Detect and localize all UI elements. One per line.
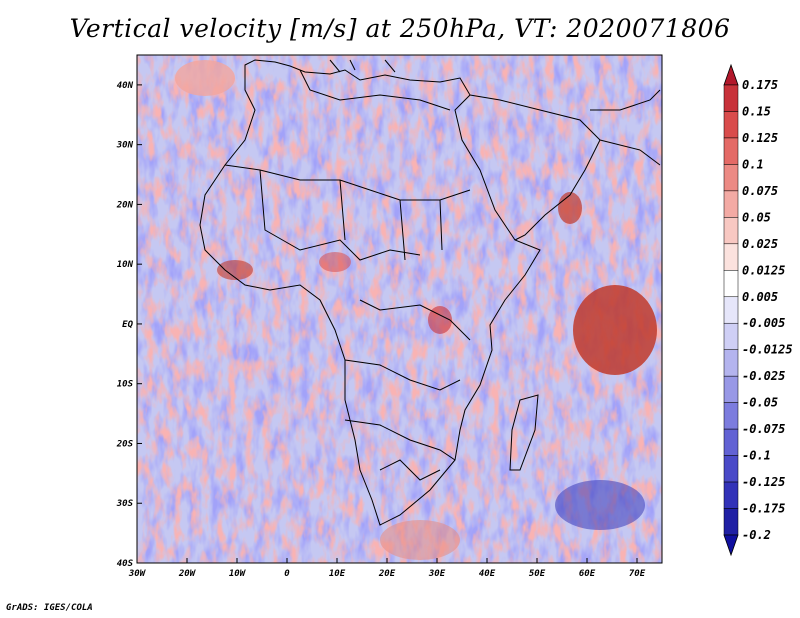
colorbar-label: -0.125 xyxy=(742,475,785,489)
colorbar-label: 0.125 xyxy=(742,131,778,145)
colorbar-label: -0.175 xyxy=(742,502,785,516)
colorbar-label: -0.075 xyxy=(742,422,785,436)
lon-tick-label: 10W xyxy=(229,569,247,579)
colorbar-swatch xyxy=(723,84,739,112)
colorbar-swatch xyxy=(723,375,739,403)
colorbar-label: 0.0125 xyxy=(742,263,785,277)
colorbar-label: -0.005 xyxy=(742,316,785,330)
colorbar-label: -0.1 xyxy=(742,449,771,463)
colorbar-swatch xyxy=(723,402,739,430)
lon-tick-label: 0 xyxy=(284,569,290,579)
colorbar-swatch xyxy=(723,111,739,139)
map-frame xyxy=(136,54,663,564)
colorbar-label: 0.1 xyxy=(742,157,764,171)
lon-tick-label: 20E xyxy=(378,569,396,579)
lon-tick-label: 20W xyxy=(178,569,197,579)
colorbar-swatch xyxy=(723,428,739,456)
lat-axis: 40N 30N 20N 10N EQ 10S 20S 30S 40S xyxy=(116,81,142,569)
lat-tick-label: 40N xyxy=(117,81,134,91)
chart-title: Vertical velocity [m/s] at 250hPa, VT: 2… xyxy=(69,14,731,43)
colorbar-label: 0.005 xyxy=(742,290,778,304)
colorbar-label: -0.05 xyxy=(742,396,778,410)
colorbar-swatch xyxy=(723,481,739,509)
coastlines xyxy=(199,59,661,526)
lon-tick-label: 60E xyxy=(579,569,596,579)
colorbar-swatch xyxy=(723,455,739,483)
colorbar-label: 0.05 xyxy=(742,210,771,224)
lat-tick-label: 20S xyxy=(116,439,134,449)
colorbar-swatch xyxy=(723,270,739,298)
lat-tick-label: 30N xyxy=(116,141,134,151)
lon-tick-label: 30W xyxy=(128,569,147,579)
lat-tick-label: 20N xyxy=(116,200,134,210)
lon-tick-label: 40E xyxy=(479,569,496,579)
lat-tick-label: 10N xyxy=(117,260,134,270)
colorbar-swatch xyxy=(723,137,739,165)
lat-tick-label: 40S xyxy=(117,559,134,569)
colorbar-swatch xyxy=(723,296,739,324)
lat-tick-label: 10S xyxy=(117,380,134,390)
colorbar-swatch xyxy=(723,243,739,271)
colorbar: 0.175 0.15 0.125 0.1 0.075 0.05 0.025 0.0125 0.0… xyxy=(723,63,793,557)
colorbar-top-arrow xyxy=(723,63,739,86)
colorbar-bottom-arrow xyxy=(723,534,739,557)
colorbar-label: 0.025 xyxy=(742,237,778,251)
colorbar-label: 0.175 xyxy=(742,78,778,92)
lon-tick-label: 10E xyxy=(329,569,346,579)
colorbar-label: 0.075 xyxy=(742,184,778,198)
colorbar-swatch xyxy=(723,322,739,350)
lat-tick-label: 30S xyxy=(116,499,134,509)
colorbar-swatch xyxy=(723,217,739,245)
colorbar-swatch xyxy=(723,508,739,536)
velocity-field xyxy=(137,55,662,563)
colorbar-label: -0.2 xyxy=(742,528,771,542)
colorbar-swatch xyxy=(723,190,739,218)
colorbar-label: -0.025 xyxy=(742,369,785,383)
colorbar-swatch xyxy=(723,349,739,377)
map-figure: 40N 30N 20N 10N EQ 10S 20S 30S 40S 30W 20W 10W 0 10E… xyxy=(116,54,793,579)
lon-axis: 30W 20W 10W 0 10E 20E 30E 40E 50E 60E 70E xyxy=(128,558,646,579)
lon-tick-label: 70E xyxy=(629,569,646,579)
lat-tick-label: EQ xyxy=(122,320,133,330)
footer-credit: GrADS: IGES/COLA xyxy=(6,603,93,613)
lon-tick-label: 30E xyxy=(428,569,446,579)
colorbar-label: 0.15 xyxy=(742,104,771,118)
colorbar-label: -0.0125 xyxy=(742,343,793,357)
lon-tick-label: 50E xyxy=(529,569,546,579)
colorbar-swatch xyxy=(723,164,739,192)
